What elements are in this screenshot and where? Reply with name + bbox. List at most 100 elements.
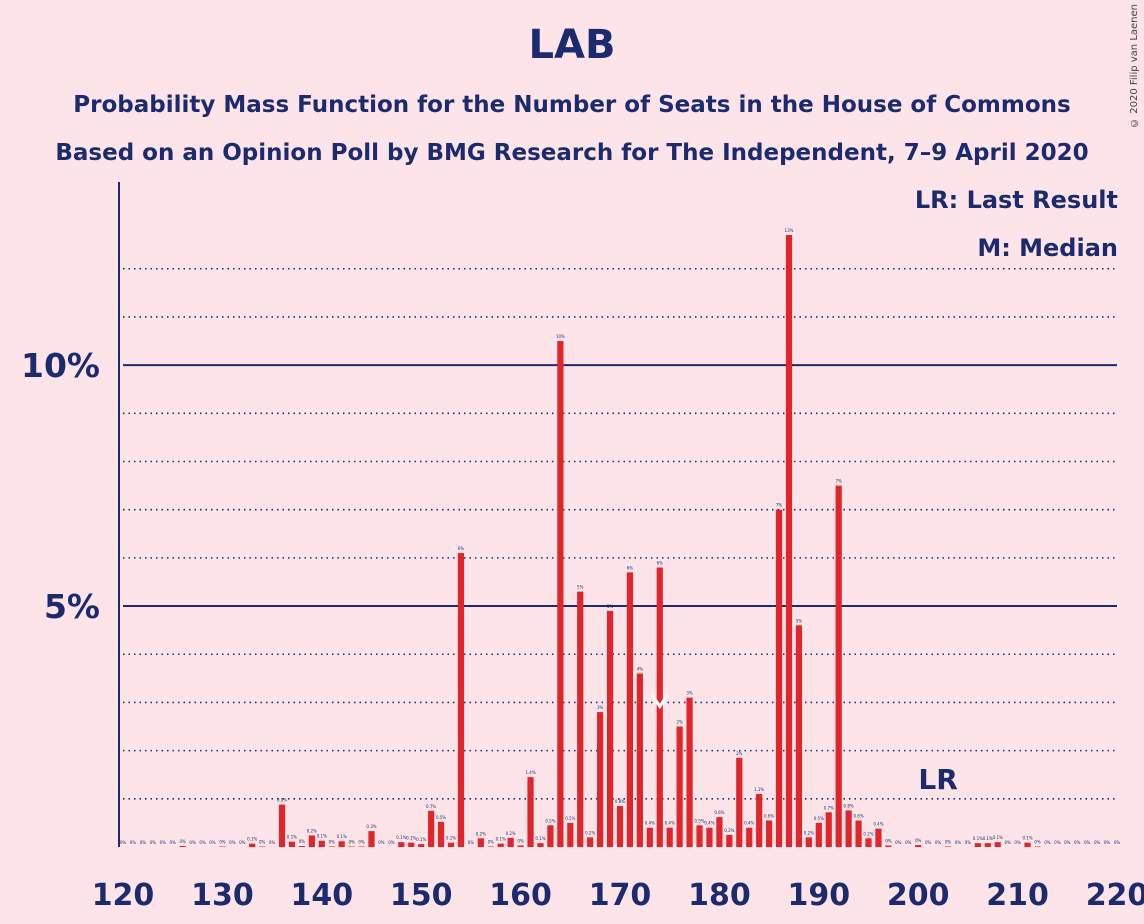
bar-data-label: 0% <box>915 838 922 843</box>
bar-data-label: 0% <box>925 840 932 845</box>
bar-data-label: 0.1% <box>535 836 545 841</box>
bar-seat-154 <box>457 553 465 847</box>
bar-seat-158 <box>497 843 504 847</box>
bar-seat-188 <box>795 625 803 847</box>
bar-seat-197 <box>885 845 892 847</box>
bar-data-label: 0.4% <box>704 821 714 826</box>
bar-data-label: 0.2% <box>804 830 814 835</box>
bar-data-label: 0% <box>885 839 892 844</box>
bar-data-label: 0.1% <box>406 836 416 841</box>
y-tick-label: 10% <box>21 346 100 385</box>
bar-seat-173 <box>646 827 653 847</box>
bar-data-label: 0.1% <box>446 836 456 841</box>
bar-seat-195 <box>865 838 872 847</box>
bar-data-label: 0% <box>1074 840 1081 845</box>
bar-data-label: 5% <box>796 618 803 623</box>
bar-seat-160 <box>517 845 524 847</box>
bar-data-label: 13% <box>785 228 794 233</box>
bar-data-label: 0.5% <box>565 816 575 821</box>
bar-seat-163 <box>547 825 554 847</box>
bar-data-label: 0% <box>229 840 236 845</box>
bar-seat-184 <box>756 793 763 847</box>
bar-seat-190 <box>815 822 822 847</box>
x-tick-label: 130 <box>191 878 254 913</box>
bar-data-label: 0.6% <box>764 813 774 818</box>
bar-data-label: 0% <box>130 840 137 845</box>
bar-data-label: 0.2% <box>506 831 516 836</box>
x-tick-label: 170 <box>589 878 652 913</box>
bar-data-label: 0.1% <box>287 835 297 840</box>
x-tick-label: 210 <box>986 878 1049 913</box>
bar-data-label: 0% <box>358 840 365 845</box>
bar-seat-164 <box>557 341 564 847</box>
bar-data-label: 0.3% <box>366 824 376 829</box>
bar-seat-185 <box>766 820 773 847</box>
bar-data-label: 0% <box>517 839 524 844</box>
bar-seat-152 <box>437 821 445 847</box>
bar-data-label: 0% <box>348 840 355 845</box>
bar-data-label: 0% <box>329 840 336 845</box>
bar-data-label: 0.1% <box>993 835 1003 840</box>
bar-data-label: 7% <box>776 503 783 508</box>
bar-data-label: 3% <box>597 705 604 710</box>
bar-seat-136 <box>278 804 286 847</box>
bar-seat-133 <box>249 843 256 847</box>
bar-data-label: 3% <box>686 691 693 696</box>
chart-title: LAB <box>528 22 616 68</box>
bar-data-label: 0.1% <box>416 837 426 842</box>
bar-data-label: 4% <box>637 667 644 672</box>
bar-data-label: 0.4% <box>665 821 675 826</box>
bar-seat-180 <box>716 817 723 847</box>
bar-data-label: 0.1% <box>1022 836 1032 841</box>
chart-subtitle-poll: Based on an Opinion Poll by BMG Research… <box>55 140 1089 166</box>
bar-data-label: 6% <box>627 565 634 570</box>
bar-data-label: 0% <box>378 840 385 845</box>
bar-seat-182 <box>736 757 743 847</box>
bar-data-label: 0% <box>199 840 206 845</box>
legend-last-result: LR: Last Result <box>914 186 1118 214</box>
bar-data-label: 0% <box>935 840 942 845</box>
bar-data-label: 0% <box>488 840 495 845</box>
bar-seat-172 <box>636 673 643 847</box>
bar-seat-186 <box>775 509 783 847</box>
bar-data-label: 0.1% <box>396 835 406 840</box>
bar-seat-148 <box>398 842 405 847</box>
bar-data-label: 5% <box>577 585 584 590</box>
bar-seat-207 <box>984 843 991 847</box>
bar-data-label: 0% <box>189 840 196 845</box>
x-tick-label: 200 <box>887 878 950 913</box>
bar-data-label: 0% <box>1084 840 1091 845</box>
bar-data-label: 0% <box>170 840 177 845</box>
bar-data-label: 0.8% <box>844 803 854 808</box>
bar-data-label: 0% <box>259 840 266 845</box>
bar-data-label: 0.5% <box>436 815 446 820</box>
bar-seat-145 <box>368 831 375 847</box>
y-tick-label: 5% <box>44 587 100 626</box>
bar-data-label: 6% <box>657 561 664 566</box>
bar-seat-191 <box>825 812 832 847</box>
bar-data-label: 0% <box>1034 840 1041 845</box>
bar-seat-192 <box>835 485 842 847</box>
bar-data-label: 0.4% <box>744 821 754 826</box>
bar-data-label: 0% <box>1114 840 1121 845</box>
bar-seat-151 <box>428 810 435 847</box>
bar-data-label: 0.4% <box>873 822 883 827</box>
x-tick-label: 160 <box>489 878 552 913</box>
bar-seat-171 <box>626 572 634 847</box>
bar-data-label: 0% <box>140 840 147 845</box>
bar-seat-168 <box>597 712 604 847</box>
x-tick-label: 120 <box>92 878 155 913</box>
bar-data-label: 0.4% <box>645 821 655 826</box>
bar-data-label: 0.1% <box>973 836 983 841</box>
bar-data-label: 0% <box>1104 840 1111 845</box>
bar-data-label: 0.2% <box>476 831 486 836</box>
bar-seat-167 <box>587 837 594 847</box>
bar-seat-165 <box>567 822 574 847</box>
bar-data-label: 0% <box>905 840 912 845</box>
x-tick-label: 180 <box>688 878 751 913</box>
legend-median: M: Median <box>977 234 1118 262</box>
chart-subtitle-pmf: Probability Mass Function for the Number… <box>73 92 1071 118</box>
bar-data-label: 2% <box>676 720 683 725</box>
bar-data-label: 6% <box>458 546 465 551</box>
